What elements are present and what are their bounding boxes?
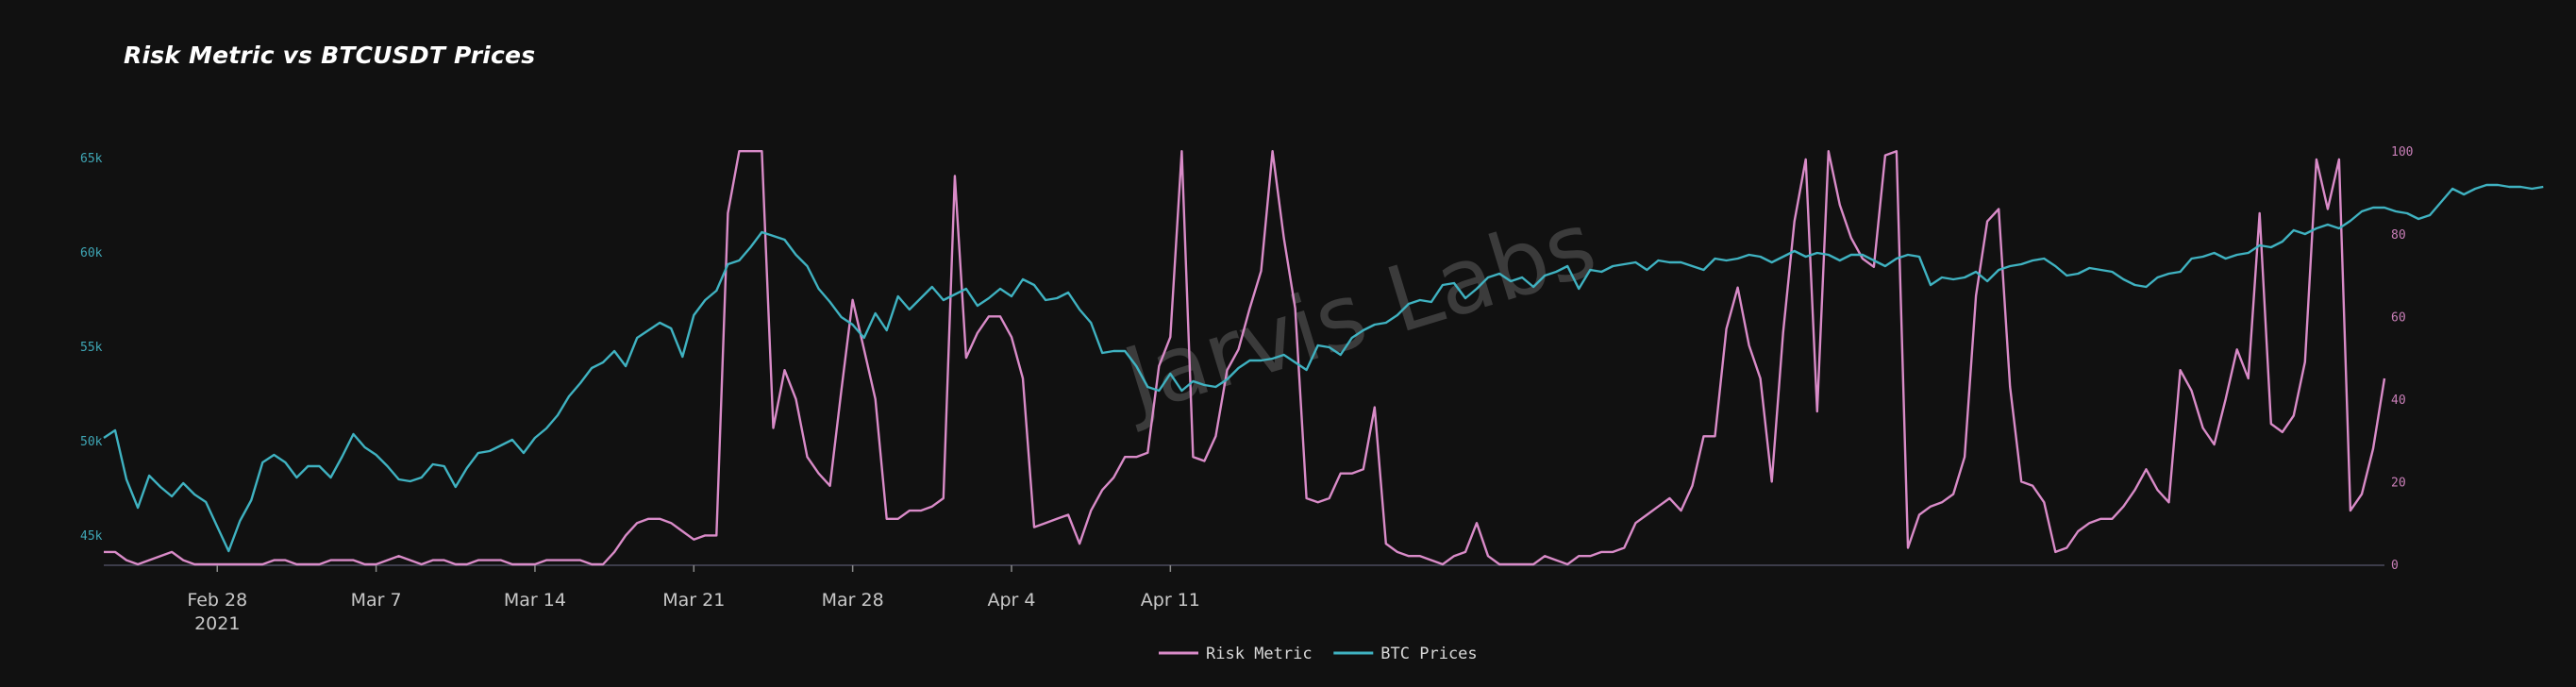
- x-tick-label: Mar 7: [351, 590, 402, 611]
- y-right-tick-label: 80: [2391, 228, 2406, 243]
- x-tick-label: Feb 28: [187, 590, 247, 611]
- y-left-tick-label: 45k: [80, 529, 103, 544]
- y-right-tick-label: 40: [2391, 394, 2406, 408]
- watermark: Jarvis Labs: [1108, 192, 1607, 436]
- x-tick-label: Apr 4: [987, 590, 1035, 611]
- y-right-tick-label: 20: [2391, 476, 2406, 490]
- series-layer: [103, 149, 2544, 566]
- x-tick-label: Apr 11: [1141, 590, 1200, 611]
- x-tick-label: Mar 14: [504, 590, 566, 611]
- legend-label: Risk Metric: [1206, 645, 1313, 663]
- y-right-tick-label: 0: [2391, 559, 2399, 573]
- x-tick-label: Mar 28: [822, 590, 884, 611]
- y-left-tick-label: 50k: [80, 435, 103, 449]
- x-tick-label: Mar 21: [662, 590, 725, 611]
- y-right-tick-label: 100: [2391, 145, 2413, 159]
- legend[interactable]: Risk Metric BTC Prices: [1159, 645, 1478, 663]
- chart-title: Risk Metric vs BTCUSDT Prices: [124, 42, 536, 69]
- x-tick-sublabel: 2021: [194, 613, 240, 634]
- watermark-text: Jarvis Labs: [1108, 192, 1607, 436]
- y-right-tick-label: 60: [2391, 310, 2406, 325]
- legend-label: BTC Prices: [1380, 645, 1477, 663]
- y-left-tick-label: 55k: [80, 341, 103, 355]
- series-line-btc-prices: [103, 183, 2544, 553]
- y-left-tick-label: 65k: [80, 152, 103, 166]
- series-line-risk-metric: [104, 149, 2386, 566]
- y-left-tick-label: 60k: [80, 246, 103, 260]
